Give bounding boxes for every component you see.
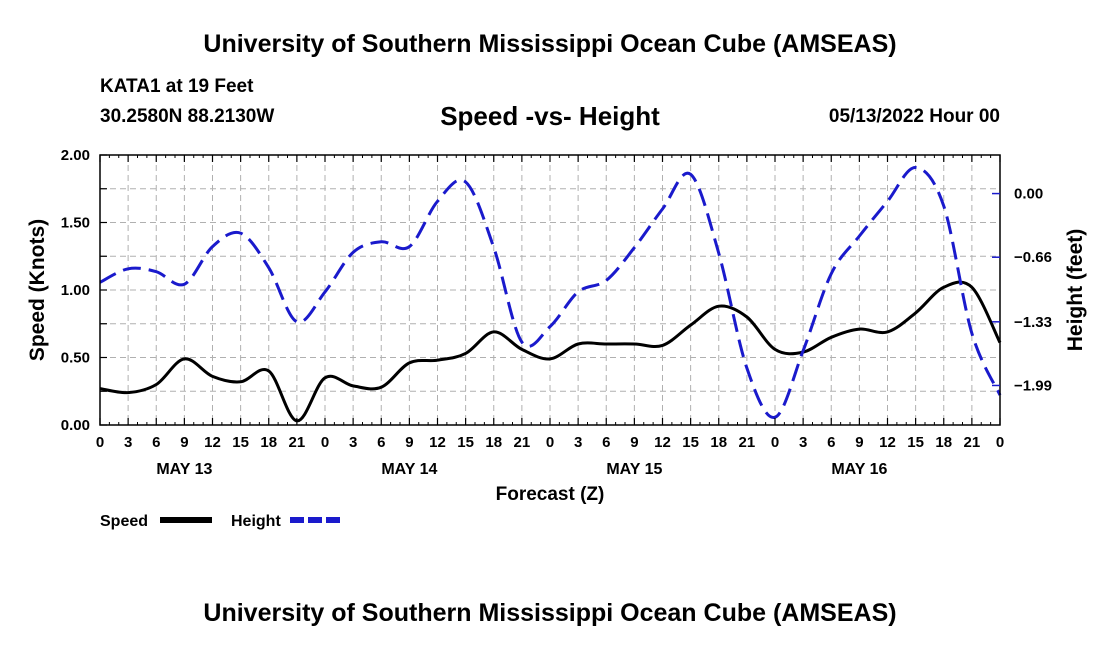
y-axis-label: Speed (Knots): [26, 219, 49, 361]
date-label: MAY 15: [606, 461, 662, 478]
x-tick-label: 21: [289, 434, 306, 451]
series-layer: [99, 166, 1002, 423]
y2-tick-label: −1.33: [1014, 314, 1052, 331]
x-tick-label: 12: [879, 434, 896, 451]
x-tick-label: 15: [232, 434, 249, 451]
date-label: MAY 13: [156, 461, 212, 478]
x-tick-label: 9: [855, 434, 863, 451]
y-tick-label: 1.50: [61, 215, 90, 232]
y-tick-label: 2.00: [61, 147, 90, 164]
x-tick-label: 12: [654, 434, 671, 451]
date-label: MAY 16: [831, 461, 887, 478]
x-tick-label: 9: [405, 434, 413, 451]
x-tick-label: 18: [485, 434, 502, 451]
legend: Speed Height: [100, 513, 342, 530]
x-tick-label: 18: [935, 434, 952, 451]
y-tick-label: 0.50: [61, 350, 90, 367]
x-tick-label: 21: [739, 434, 756, 451]
y2-axis-label: Height (feet): [1064, 229, 1087, 352]
x-tick-label: 3: [574, 434, 582, 451]
x-tick-label: 0: [996, 434, 1004, 451]
x-tick-label: 0: [96, 434, 104, 451]
y-tick-label: 1.00: [61, 282, 90, 299]
chart-title: Speed -vs- Height: [440, 101, 660, 131]
x-tick-label: 12: [429, 434, 446, 451]
x-tick-label: 15: [682, 434, 699, 451]
x-tick-label: 6: [152, 434, 160, 451]
x-tick-label: 9: [630, 434, 638, 451]
x-tick-label: 3: [124, 434, 132, 451]
x-axis-label: Forecast (Z): [496, 484, 605, 505]
x-tick-label: 15: [457, 434, 474, 451]
x-tick-label: 6: [377, 434, 385, 451]
x-tick-label: 18: [260, 434, 277, 451]
grid: [100, 155, 1000, 425]
page-title: University of Southern Mississippi Ocean…: [203, 30, 897, 58]
axes: 0 3 6 9 12 15 18 21 0 3 6 9 12 15 18 21 0 3 6 9 12 15 18 21 0 3 6 9…: [61, 147, 1052, 478]
forecast-run-time: 05/13/2022 Hour 00: [828, 106, 1000, 127]
x-tick-label: 0: [321, 434, 329, 451]
series-speed-line: [99, 280, 1002, 423]
x-tick-label: 21: [514, 434, 531, 451]
date-label: MAY 14: [381, 461, 437, 478]
x-tick-label: 3: [799, 434, 807, 451]
station-coordinates: 30.2580N 88.2130W: [100, 106, 275, 127]
x-tick-label: 0: [771, 434, 779, 451]
x-tick-label: 15: [907, 434, 924, 451]
x-tick-label: 12: [204, 434, 221, 451]
legend-height-label: Height: [231, 513, 281, 530]
x-tick-label: 3: [349, 434, 357, 451]
y-tick-label: 0.00: [61, 417, 90, 434]
footer-title: University of Southern Mississippi Ocean…: [203, 599, 897, 627]
x-tick-label: 6: [827, 434, 835, 451]
legend-speed-label: Speed: [100, 513, 148, 530]
y2-tick-label: 0.00: [1014, 186, 1043, 203]
y2-tick-label: −1.99: [1014, 377, 1052, 394]
x-tick-label: 6: [602, 434, 610, 451]
y2-tick-label: −0.66: [1014, 249, 1052, 266]
station-name: KATA1 at 19 Feet: [100, 76, 254, 97]
x-tick-label: 18: [710, 434, 727, 451]
x-tick-label: 9: [180, 434, 188, 451]
series-height-line: [99, 166, 1002, 419]
x-tick-label: 0: [546, 434, 554, 451]
x-tick-label: 21: [964, 434, 981, 451]
